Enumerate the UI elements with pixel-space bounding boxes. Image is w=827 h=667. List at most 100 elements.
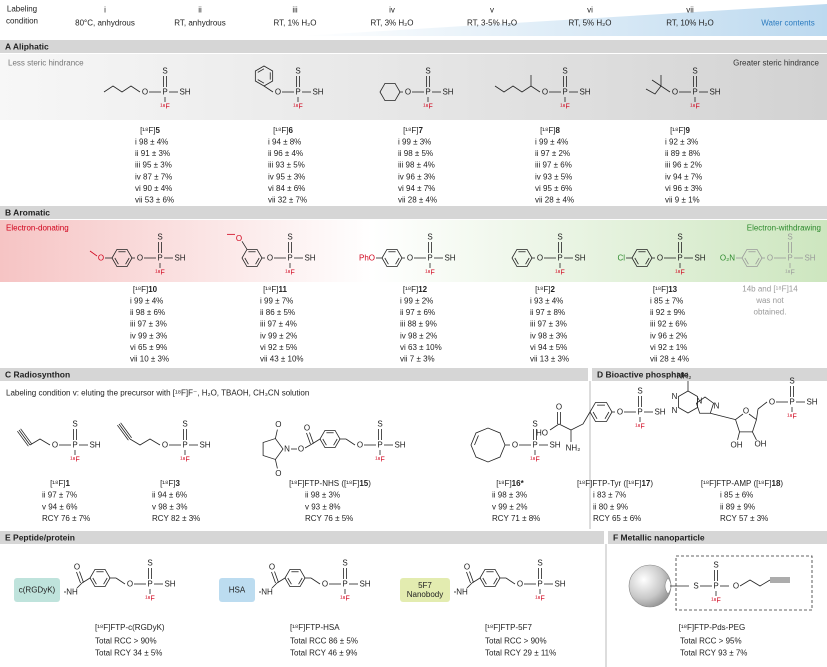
atom: ¹⁸F (340, 596, 350, 603)
bond (17, 430, 29, 447)
yield: vii 43 ± 10% (260, 355, 304, 364)
atom: O (304, 424, 310, 433)
yield: ii 98 ± 3% (492, 491, 527, 500)
atom: N (714, 402, 720, 411)
bond (737, 431, 740, 440)
atom: P (182, 441, 187, 450)
label-part: 2 (550, 285, 555, 294)
electronic-band (0, 220, 827, 282)
compound-label: [¹⁸F]16* (496, 479, 524, 488)
bond (748, 413, 757, 420)
carrier-label: 5F7 (418, 581, 432, 590)
label-part: [¹⁸F] (403, 285, 418, 294)
atom: SH (442, 88, 453, 97)
bond (125, 257, 130, 265)
label-part: [¹⁸F] (273, 126, 288, 135)
bond (570, 411, 591, 431)
atom: NH (66, 588, 78, 597)
atom: O (127, 580, 133, 589)
atom: O (298, 445, 304, 454)
yield: vii 7 ± 3% (400, 355, 435, 364)
bond (241, 241, 248, 250)
bond (514, 257, 519, 265)
yield: RCY 76 ± 7% (42, 514, 90, 523)
bond (287, 577, 292, 585)
label-part: [¹⁸F] (540, 126, 555, 135)
condition-text: 80°C, anhydrous (75, 19, 135, 28)
atom: SH (89, 441, 100, 450)
label-part: [¹⁸F] (140, 126, 155, 135)
yield: vi 95 ± 6% (535, 184, 572, 193)
bond (257, 68, 265, 73)
yield: vii 32 ± 7% (268, 196, 307, 205)
yield: i 99 ± 4% (535, 138, 568, 147)
yield: Total RCY 46 ± 9% (290, 649, 357, 658)
atom: P (713, 582, 718, 591)
bond (549, 423, 560, 431)
label-part: [¹⁸F] (403, 126, 418, 135)
label-part: [¹⁸F]FTP-5F7 (485, 623, 532, 632)
note: obtained. (754, 308, 787, 317)
yield: ii 94 ± 6% (152, 491, 187, 500)
atom: S (557, 233, 562, 242)
yield: vi 94 ± 7% (398, 184, 435, 193)
atom: P (162, 88, 167, 97)
ring (241, 248, 263, 268)
yield: Total RCY 93 ± 7% (680, 649, 747, 658)
atom: ¹⁸F (555, 270, 565, 277)
steric-band (0, 54, 827, 120)
yield: ii 96 ± 4% (268, 149, 303, 158)
bond (474, 435, 479, 446)
atom: S (692, 67, 697, 76)
section-bar (608, 531, 827, 544)
atom: P (287, 254, 292, 263)
atom: S (537, 559, 542, 568)
yield: v 94 ± 6% (42, 502, 78, 511)
bond (103, 577, 108, 585)
trend-label: Electron-withdrawing (747, 224, 821, 233)
bond (744, 257, 749, 265)
bond (310, 577, 321, 585)
atom: S (789, 377, 794, 386)
atom: HO (536, 429, 548, 438)
atom: P (789, 398, 794, 407)
section-title: F Metallic nanoparticle (613, 533, 705, 543)
label-part: [¹⁸F]FTP-HSA (290, 623, 340, 632)
bond (494, 85, 541, 93)
bond (505, 577, 516, 585)
yield: iii 97 ± 3% (530, 320, 567, 329)
atom: SH (694, 254, 705, 263)
atom: S (157, 233, 162, 242)
yield: ii 97 ± 6% (400, 308, 435, 317)
yield: vi 84 ± 6% (268, 184, 305, 193)
atom: SH (806, 398, 817, 407)
bond (118, 423, 131, 440)
yield: ii 89 ± 8% (665, 149, 700, 158)
label-part: 10 (148, 285, 157, 294)
atom: O (617, 408, 623, 417)
atom: S (787, 233, 792, 242)
compound-label: [¹⁸F]FTP-AMP ([¹⁸F]18) (701, 479, 784, 488)
section-title: E Peptide/protein (5, 533, 75, 543)
atom: ¹⁸F (787, 414, 797, 421)
yield: ii 97 ± 7% (42, 491, 77, 500)
atom: SH (574, 254, 585, 263)
atom: ¹⁸F (560, 104, 570, 111)
section-title: C Radiosynthon (5, 370, 70, 380)
atom: S (562, 67, 567, 76)
bond (755, 257, 760, 265)
carrier-label: HSA (229, 586, 246, 595)
atom: N (284, 445, 290, 454)
yield: ii 98 ± 3% (305, 491, 340, 500)
atom: O (542, 88, 548, 97)
substituent: O₂N (720, 254, 735, 263)
dashed-box (675, 555, 813, 611)
bond (756, 408, 759, 420)
label-part: 15 (359, 479, 368, 488)
condition-id: vi (587, 6, 593, 15)
atom: ¹⁸F (675, 270, 685, 277)
atom: S (677, 233, 682, 242)
compound-label: [¹⁸F]3 (160, 479, 180, 488)
condition-text: RT, 5% H₂O (569, 19, 612, 28)
